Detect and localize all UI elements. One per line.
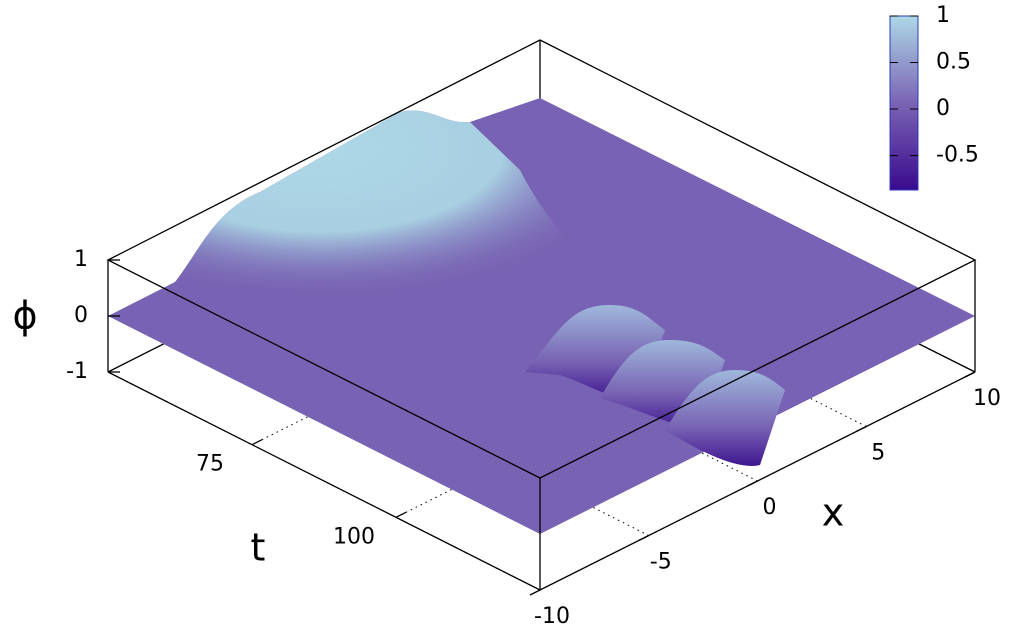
colorbar-tick-label: 0.5 (936, 50, 971, 75)
x-tick-label: 10 (973, 386, 1001, 411)
x-tick (855, 425, 867, 433)
x-tick-label: 0 (763, 495, 777, 520)
x-tick-label: 5 (871, 441, 885, 466)
x-tick (747, 480, 758, 487)
x-tick-label: -5 (650, 550, 672, 575)
colorbar-tick-label: 0 (936, 96, 950, 121)
colorbar (889, 15, 919, 191)
x-tick (529, 589, 541, 596)
z-tick-label: 0 (74, 303, 88, 328)
x-tick (964, 371, 976, 378)
y-axis-label: t (251, 526, 266, 570)
x-axis-label: x (822, 491, 845, 535)
surface (108, 98, 975, 534)
x-tick-label: -10 (534, 604, 570, 629)
colorbar-tick-label: -0.5 (936, 143, 979, 168)
y-tick (251, 439, 263, 446)
z-tick-label: 1 (74, 247, 88, 272)
colorbar-tick-label: 1 (936, 3, 950, 28)
y-tick-label: 75 (196, 452, 224, 477)
z-tick-label: -1 (66, 359, 88, 384)
y-tick-label: 100 (333, 524, 375, 549)
y-tick (395, 511, 407, 518)
x-tick (638, 534, 650, 542)
z-axis-label: ϕ (12, 294, 37, 338)
